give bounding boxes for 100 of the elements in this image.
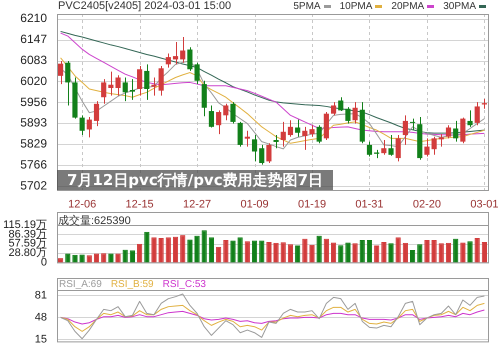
candlestick bbox=[86, 116, 92, 138]
bar bbox=[474, 238, 480, 262]
bar bbox=[266, 242, 272, 262]
bar bbox=[424, 240, 430, 262]
bar bbox=[316, 236, 322, 262]
candlestick bbox=[122, 76, 128, 102]
bar bbox=[180, 235, 186, 262]
bar bbox=[158, 238, 164, 262]
candlestick bbox=[230, 102, 236, 124]
bar bbox=[166, 237, 171, 262]
series-label: RSI_A:69 bbox=[59, 279, 102, 290]
bar bbox=[101, 253, 106, 262]
text: RSI_B:59 bbox=[110, 279, 154, 290]
bar bbox=[345, 242, 351, 262]
candlestick bbox=[467, 110, 473, 128]
candlestick bbox=[208, 104, 214, 128]
bar bbox=[374, 246, 380, 262]
bar bbox=[309, 244, 315, 262]
legend-label: 30PMA bbox=[443, 1, 476, 12]
bar bbox=[467, 241, 473, 262]
candlestick bbox=[474, 102, 480, 126]
candlestick bbox=[460, 117, 466, 144]
candlestick bbox=[238, 121, 243, 148]
bar bbox=[65, 254, 70, 262]
y-tick-label: 5956 bbox=[20, 94, 48, 109]
candlestick bbox=[482, 98, 487, 110]
bar bbox=[482, 242, 487, 262]
bar bbox=[151, 237, 157, 262]
candlestick bbox=[172, 41, 178, 65]
candlestick bbox=[94, 100, 100, 127]
legend-label: 20PMA bbox=[391, 1, 424, 12]
candlestick bbox=[202, 80, 207, 117]
candlestick bbox=[381, 139, 386, 156]
bar bbox=[94, 254, 100, 262]
candlestick bbox=[259, 144, 264, 166]
candlestick bbox=[438, 134, 444, 148]
y-tick-label: 6083 bbox=[20, 53, 48, 68]
y-tick-label: 5702 bbox=[20, 178, 48, 192]
bar bbox=[187, 240, 192, 262]
candlestick bbox=[180, 36, 186, 64]
candlestick bbox=[144, 64, 150, 100]
candlestick bbox=[115, 74, 121, 96]
candlestick bbox=[194, 62, 200, 85]
x-tick-label: 02-20 bbox=[412, 198, 442, 211]
y-tick-label: 48 bbox=[34, 311, 47, 324]
candlestick bbox=[388, 134, 394, 156]
candlestick bbox=[330, 102, 336, 116]
candlestick bbox=[295, 119, 300, 138]
y-tick-label: 5893 bbox=[20, 116, 48, 130]
candlestick bbox=[80, 114, 85, 136]
candlestick bbox=[316, 124, 322, 144]
legend-label: 5PMA bbox=[293, 1, 321, 12]
legend-label: 10PMA bbox=[340, 1, 372, 12]
bar bbox=[108, 254, 114, 262]
candlestick bbox=[108, 71, 114, 96]
candlestick bbox=[187, 46, 192, 72]
bar bbox=[137, 244, 142, 262]
x-tick-label: 01-09 bbox=[240, 198, 269, 211]
candlestick bbox=[402, 114, 408, 146]
chart-title: 成交量:625390 bbox=[58, 214, 131, 228]
y-tick-label: 6020 bbox=[20, 74, 48, 88]
candlestick bbox=[151, 76, 157, 96]
bar bbox=[244, 241, 250, 262]
candlestick bbox=[302, 126, 308, 150]
bar bbox=[280, 242, 286, 262]
bar bbox=[402, 242, 408, 262]
candlestick bbox=[446, 124, 452, 139]
bar bbox=[438, 243, 444, 262]
candlestick bbox=[58, 60, 64, 85]
y-tick-label: 6210 bbox=[20, 11, 48, 26]
bar bbox=[338, 245, 344, 262]
candlestick bbox=[424, 138, 430, 157]
y-tick-label: 5829 bbox=[20, 136, 48, 151]
bar bbox=[252, 240, 258, 262]
candlestick bbox=[432, 136, 437, 156]
text: RSI_C:53 bbox=[162, 279, 206, 290]
x-tick-label: 03-01 bbox=[470, 198, 498, 211]
bar bbox=[352, 243, 358, 262]
bar bbox=[366, 240, 372, 262]
bar bbox=[288, 244, 294, 262]
bar bbox=[172, 236, 178, 262]
candlestick bbox=[266, 142, 272, 164]
candlestick bbox=[252, 134, 258, 162]
bar bbox=[130, 250, 136, 262]
bar bbox=[274, 242, 279, 262]
bar bbox=[381, 242, 386, 262]
bar bbox=[453, 238, 458, 262]
candlestick bbox=[345, 106, 351, 124]
y-tick-label: 6147 bbox=[20, 32, 48, 46]
candlestick bbox=[274, 134, 279, 149]
bar bbox=[330, 242, 336, 262]
bar bbox=[208, 237, 214, 262]
annotation: 7月12日pvc行情/pvc费用走势图7日 bbox=[57, 170, 334, 190]
candlestick bbox=[65, 60, 70, 106]
bar bbox=[417, 244, 422, 262]
candlestick bbox=[158, 65, 164, 96]
x-tick-label: 01-31 bbox=[355, 198, 384, 211]
bar bbox=[230, 240, 236, 262]
candlestick bbox=[244, 130, 250, 148]
x-tick-label: 12-27 bbox=[183, 198, 212, 211]
